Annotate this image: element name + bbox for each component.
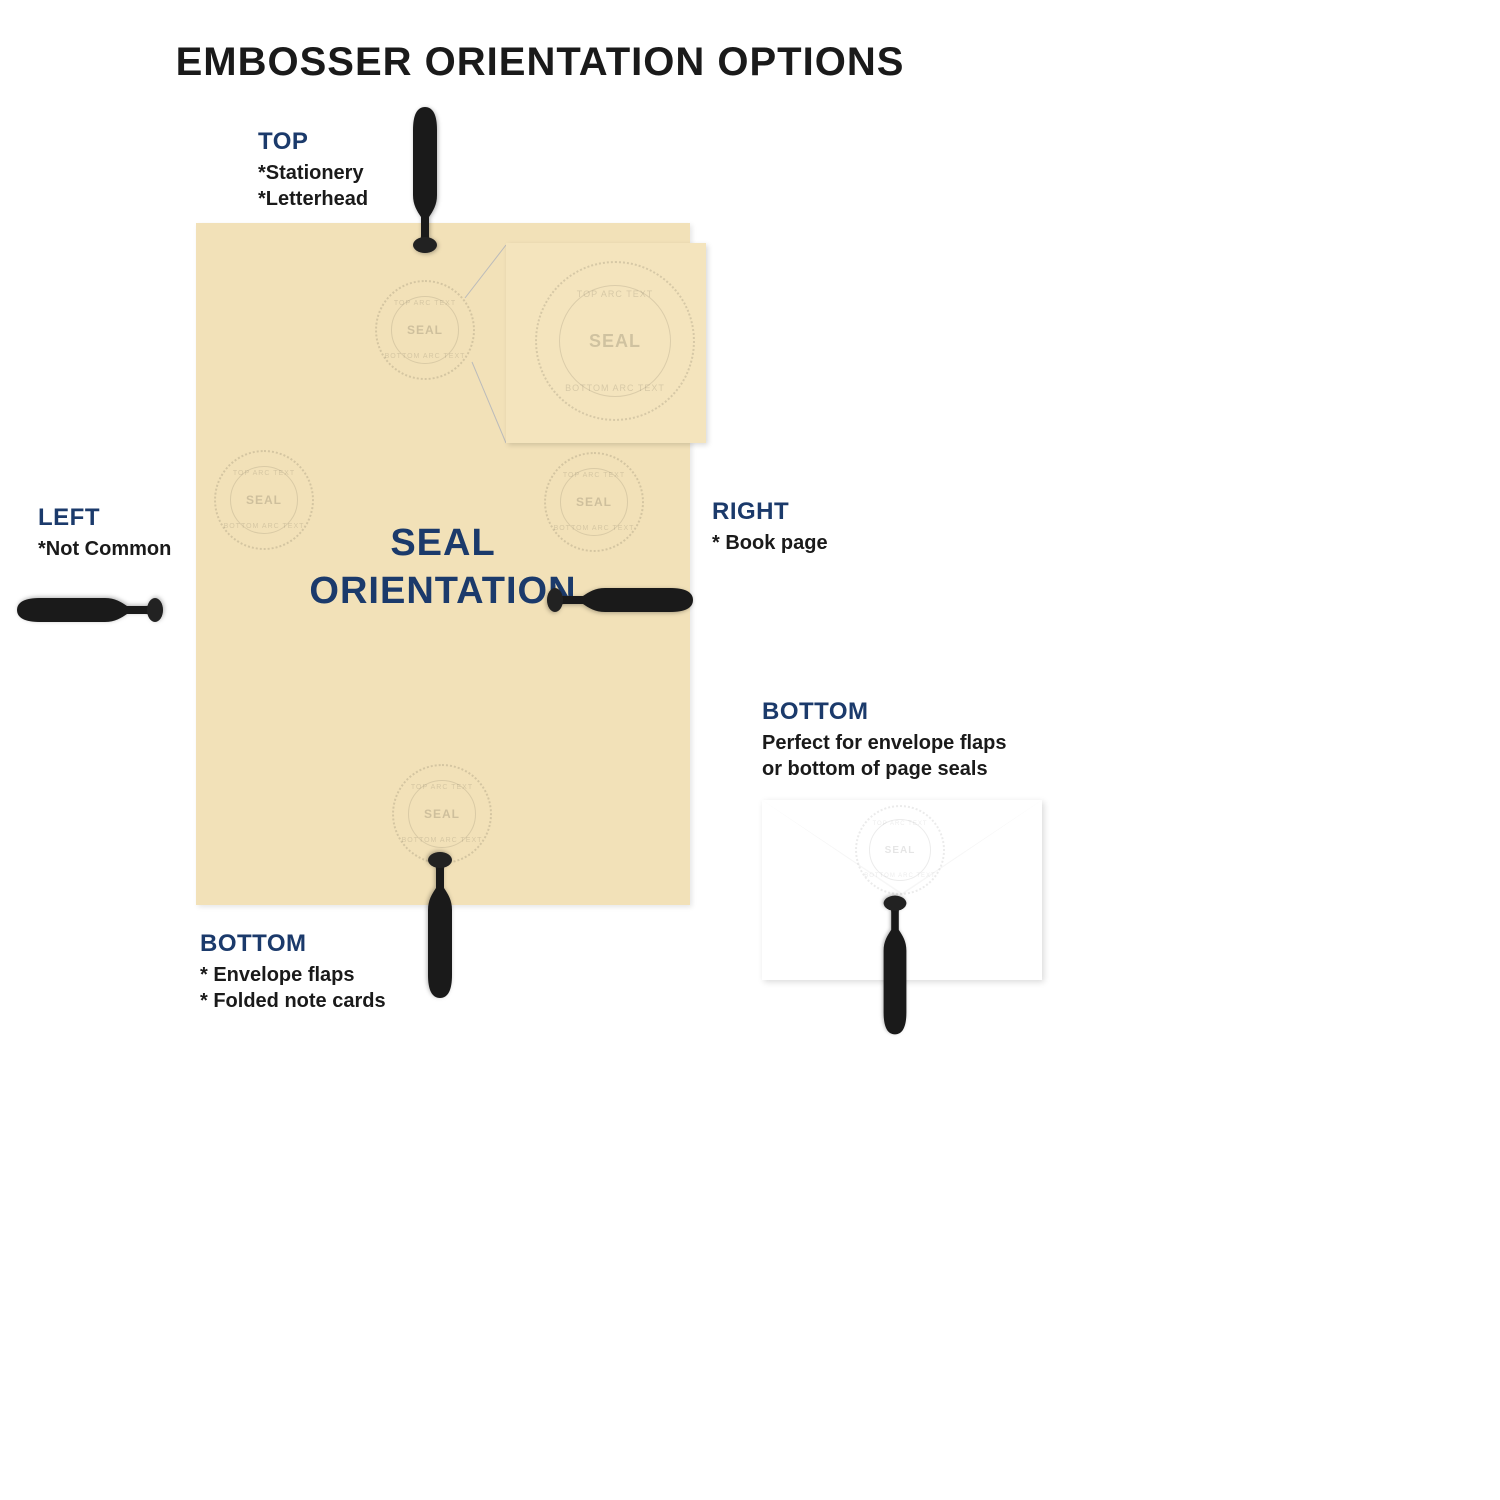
seal-bottom-arc: BOTTOM ARC TEXT (385, 353, 466, 360)
label-left: LEFT *Not Common (38, 504, 171, 562)
label-bottom: BOTTOM * Envelope flaps * Folded note ca… (200, 930, 386, 1014)
label-left-line1: *Not Common (38, 536, 171, 562)
label-right-title: RIGHT (712, 498, 828, 526)
center-label-line1: SEAL (196, 520, 690, 568)
label-bottom-env-line2: or bottom of page seals (762, 756, 1007, 782)
seal-top-arc: TOP ARC TEXT (577, 289, 654, 299)
embosser-icon-left (20, 590, 160, 630)
embosser-icon-bottom (420, 855, 460, 995)
label-bottom-title: BOTTOM (200, 930, 386, 958)
seal-impression-bottom: TOP ARC TEXT SEAL BOTTOM ARC TEXT (392, 764, 492, 864)
label-top-line1: *Stationery (258, 160, 368, 186)
embosser-icon-right (550, 580, 690, 620)
seal-top-arc: TOP ARC TEXT (233, 470, 295, 477)
page-title: EMBOSSER ORIENTATION OPTIONS (0, 40, 1080, 85)
embosser-icon-envelope (876, 899, 914, 1032)
seal-bottom-arc: BOTTOM ARC TEXT (864, 873, 935, 879)
label-top: TOP *Stationery *Letterhead (258, 128, 368, 212)
label-left-title: LEFT (38, 504, 171, 532)
embosser-icon-top (405, 110, 445, 250)
label-bottom-env-title: BOTTOM (762, 698, 1007, 726)
seal-impression-top: TOP ARC TEXT SEAL BOTTOM ARC TEXT (375, 280, 475, 380)
label-top-line2: *Letterhead (258, 186, 368, 212)
label-right-line1: * Book page (712, 530, 828, 556)
seal-bottom-arc: BOTTOM ARC TEXT (565, 383, 665, 393)
label-bottom-line1: * Envelope flaps (200, 962, 386, 988)
label-bottom-line2: * Folded note cards (200, 988, 386, 1014)
seal-impression-envelope: TOP ARC TEXT SEAL BOTTOM ARC TEXT (855, 805, 945, 895)
seal-impression-zoom: TOP ARC TEXT SEAL BOTTOM ARC TEXT (535, 261, 695, 421)
label-top-title: TOP (258, 128, 368, 156)
seal-top-arc: TOP ARC TEXT (411, 784, 473, 791)
label-right: RIGHT * Book page (712, 498, 828, 556)
label-bottom-envelope: BOTTOM Perfect for envelope flaps or bot… (762, 698, 1007, 782)
seal-top-arc: TOP ARC TEXT (394, 300, 456, 307)
label-bottom-env-line1: Perfect for envelope flaps (762, 730, 1007, 756)
seal-top-arc: TOP ARC TEXT (872, 821, 927, 827)
seal-top-arc: TOP ARC TEXT (563, 472, 625, 479)
seal-bottom-arc: BOTTOM ARC TEXT (402, 837, 483, 844)
